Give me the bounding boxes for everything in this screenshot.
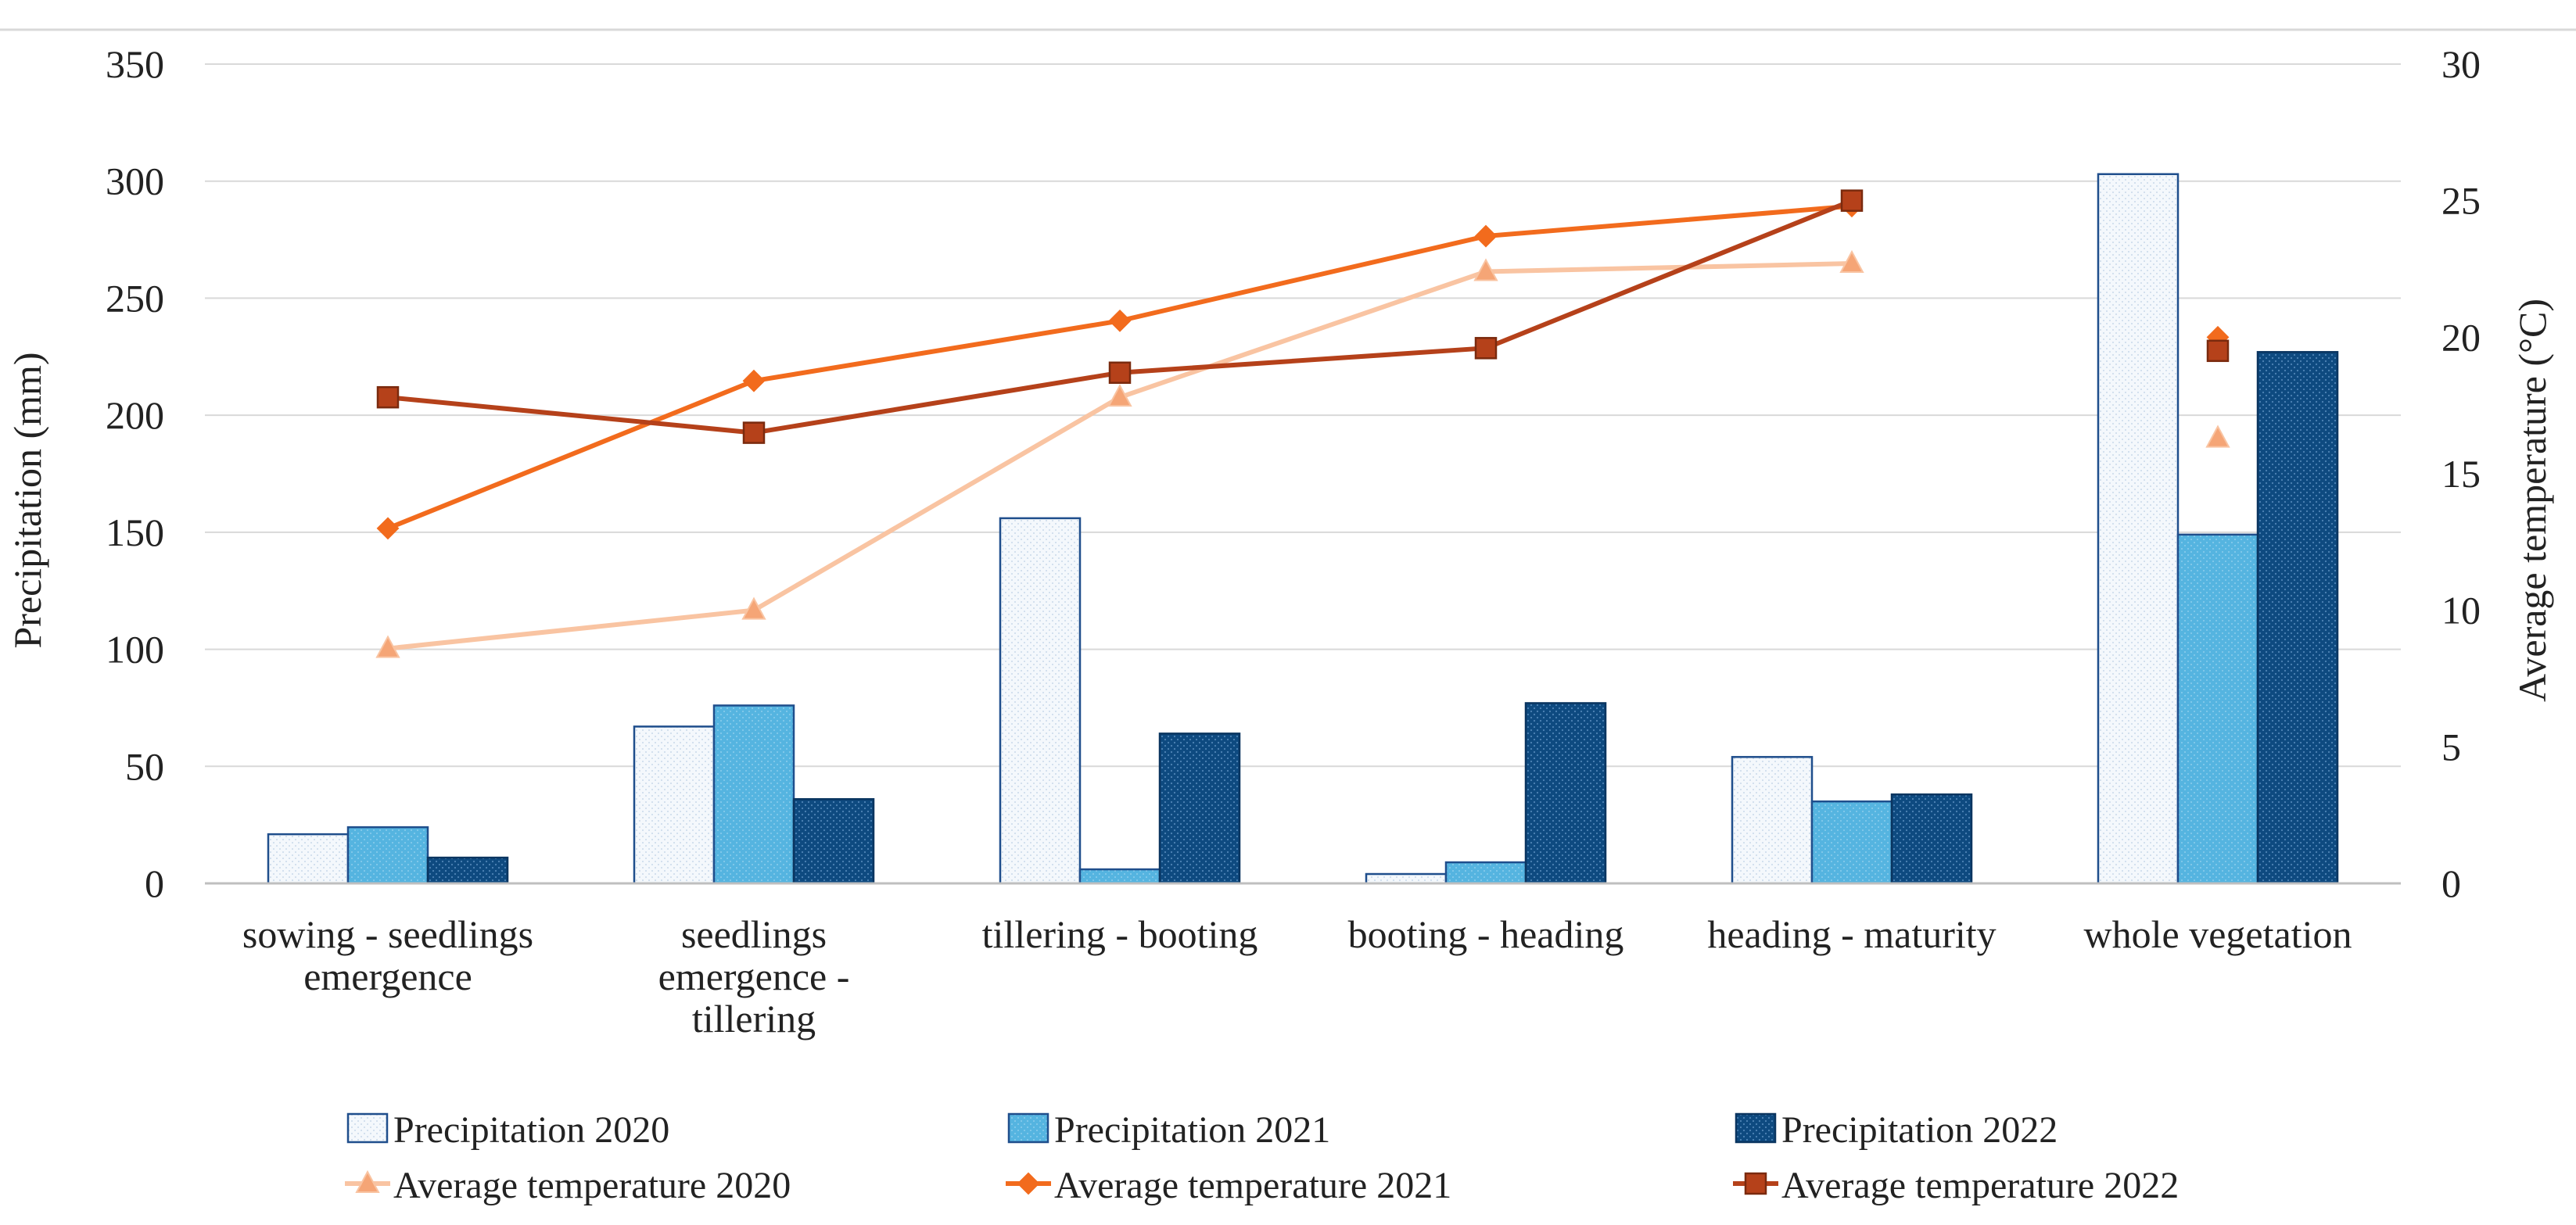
bar-series <box>267 173 2339 885</box>
bar-precipitation-2020-1 <box>633 725 716 885</box>
right-axis-title: Average temperature (°C) <box>2510 299 2554 702</box>
bar-precipitation-2022-2 <box>1158 732 1241 885</box>
axes <box>0 28 2576 885</box>
marker-average-temperature-2020-2 <box>1107 384 1132 407</box>
marker-average-temperature-2022-2 <box>1108 361 1132 384</box>
marker-average-temperature-2020-1 <box>741 596 766 620</box>
category-label-1-0: seedlings <box>681 912 827 956</box>
category-label-1-1: emergence - <box>658 955 850 998</box>
marker-average-temperature-2021-1 <box>742 369 766 392</box>
legend: Precipitation 2020 Precipitation 2021 Prec… <box>345 1109 2179 1206</box>
category-label-0-0: sowing - seedlings <box>242 912 533 956</box>
legend-marker-average-temperature-2021 <box>1017 1172 1040 1195</box>
left-tick-350: 350 <box>106 42 164 86</box>
left-tick-300: 300 <box>106 159 164 203</box>
legend-label-precipitation-2021: Precipitation 2021 <box>1054 1109 1330 1151</box>
category-label-1-2: tillering <box>692 997 816 1041</box>
marker-average-temperature-2022-1 <box>742 421 766 444</box>
marker-average-temperature-2021-2 <box>1108 309 1132 332</box>
bar-precipitation-2022-1 <box>792 797 875 885</box>
left-tick-0: 0 <box>145 861 164 905</box>
bar-precipitation-2020-3 <box>1365 872 1448 885</box>
category-label-0-1: emergence <box>303 955 472 998</box>
legend-label-average-temperature-2021: Average temperature 2021 <box>1054 1165 1451 1206</box>
marker-average-temperature-2020-4 <box>1839 249 1864 274</box>
marker-average-temperature-2022-4 <box>1840 189 1864 212</box>
bar-precipitation-2022-3 <box>1524 702 1607 885</box>
right-tick-0: 0 <box>2441 861 2461 905</box>
right-tick-30: 30 <box>2441 42 2481 86</box>
left-tick-100: 100 <box>106 628 164 672</box>
marker-average-temperature-2020-0 <box>375 635 400 658</box>
left-tick-150: 150 <box>106 510 164 554</box>
bar-precipitation-2022-0 <box>426 856 509 885</box>
left-axis-title: Precipitation (mm) <box>5 352 49 648</box>
legend-swatch-precipitation-2020 <box>346 1112 389 1144</box>
legend-label-average-temperature-2022: Average temperature 2022 <box>1781 1165 2179 1206</box>
marker-average-temperature-2022-3 <box>1474 337 1498 360</box>
left-axis-ticks: 0 50 100 150 200 250 300 350 <box>106 42 164 905</box>
legend-marker-average-temperature-2022 <box>1744 1172 1767 1195</box>
right-tick-25: 25 <box>2441 179 2481 223</box>
marker-average-temperature-2020-3 <box>1473 258 1498 281</box>
bar-precipitation-2021-3 <box>1444 861 1527 885</box>
bar-precipitation-2021-0 <box>346 826 429 885</box>
marker-average-temperature-2022-0 <box>376 385 400 409</box>
category-label-4-0: heading - maturity <box>1707 912 1996 956</box>
right-axis-ticks: 0 5 10 15 20 25 30 <box>2441 42 2481 905</box>
left-tick-250: 250 <box>106 276 164 320</box>
category-label-2-0: tillering - booting <box>982 912 1258 956</box>
bar-precipitation-2021-5 <box>2176 533 2259 885</box>
bar-precipitation-2022-5 <box>2256 351 2339 885</box>
legend-label-precipitation-2022: Precipitation 2022 <box>1781 1109 2058 1151</box>
bar-precipitation-2020-4 <box>1731 756 1814 885</box>
marker-average-temperature-2021-0 <box>376 517 400 540</box>
line-series <box>375 189 2230 658</box>
gridlines <box>205 63 2401 768</box>
legend-swatch-precipitation-2021 <box>1007 1112 1049 1144</box>
right-tick-10: 10 <box>2441 589 2481 632</box>
legend-swatch-precipitation-2022 <box>1735 1112 1777 1144</box>
marker-average-temperature-2021-3 <box>1474 224 1498 248</box>
legend-label-precipitation-2020: Precipitation 2020 <box>393 1109 669 1151</box>
bar-precipitation-2020-5 <box>2097 173 2180 885</box>
right-tick-5: 5 <box>2441 725 2461 768</box>
bar-precipitation-2022-4 <box>1890 793 1973 885</box>
bar-precipitation-2020-0 <box>267 833 350 885</box>
bar-precipitation-2021-4 <box>1810 800 1893 885</box>
category-label-3-0: booting - heading <box>1348 912 1624 956</box>
right-tick-20: 20 <box>2441 315 2481 359</box>
left-tick-200: 200 <box>106 393 164 437</box>
bar-precipitation-2021-1 <box>712 704 795 885</box>
left-tick-50: 50 <box>125 744 164 788</box>
legend-marker-average-temperature-2020 <box>355 1169 380 1193</box>
bar-precipitation-2020-2 <box>999 517 1082 885</box>
marker-average-temperature-2022-5 <box>2206 339 2230 363</box>
legend-label-average-temperature-2020: Average temperature 2020 <box>393 1165 791 1206</box>
right-tick-15: 15 <box>2441 452 2481 496</box>
category-label-5-0: whole vegetation <box>2084 912 2352 956</box>
marker-average-temperature-2020-5 <box>2205 424 2230 448</box>
bar-precipitation-2021-2 <box>1078 868 1161 885</box>
